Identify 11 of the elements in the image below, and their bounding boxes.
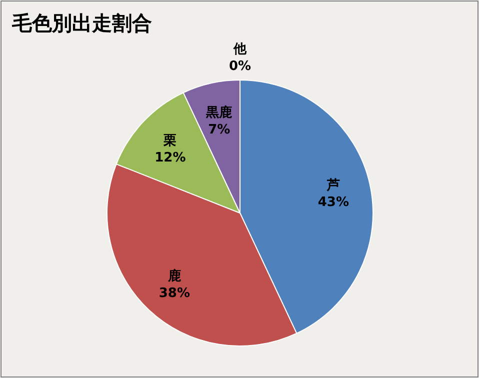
slice-label: 芦 — [326, 178, 340, 194]
data-label: 43% — [318, 195, 350, 210]
text: 0% — [228, 59, 252, 74]
slice-label: 鹿 — [166, 268, 181, 284]
slice-label: 黒鹿 — [205, 104, 232, 121]
data-label: 7% — [208, 122, 230, 138]
data-label: 38% — [158, 286, 190, 301]
data-label: 12% — [154, 150, 186, 166]
chart-title: 毛色別出走割合 — [11, 11, 152, 35]
category-label: 他 — [234, 42, 246, 57]
slice-label: 栗 — [162, 133, 177, 148]
